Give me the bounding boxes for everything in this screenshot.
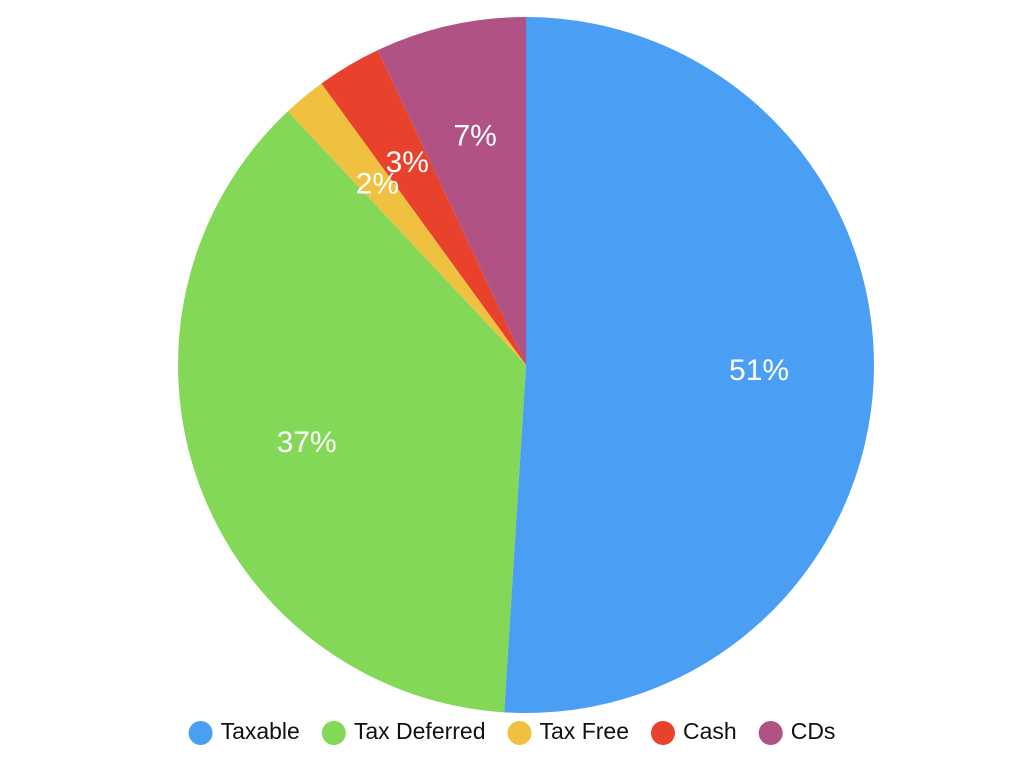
legend-swatch — [758, 721, 783, 745]
legend-swatch — [507, 721, 532, 745]
slice-label: 2% — [356, 167, 399, 200]
legend-swatch — [651, 721, 675, 745]
legend-text: Cash — [683, 718, 737, 744]
legend-text: Taxable — [221, 718, 300, 744]
pie-slice — [177, 111, 527, 713]
legend: Taxable Tax Deferred Tax Free Cash CDs — [188, 718, 836, 745]
legend-text: Tax Free — [540, 718, 629, 744]
slice-label: 7% — [453, 119, 496, 152]
slice-label: 37% — [277, 426, 337, 459]
pie-slice — [504, 17, 874, 713]
legend-swatch — [321, 721, 346, 745]
legend-swatch — [188, 721, 213, 745]
slice-label: 51% — [729, 354, 789, 387]
pie-slice — [377, 17, 526, 365]
slice-label: 3% — [386, 146, 429, 179]
pie-slice — [321, 50, 526, 366]
legend-text: CDs — [791, 718, 836, 744]
legend-text: Tax Deferred — [354, 718, 486, 744]
pie-slice — [287, 83, 526, 365]
